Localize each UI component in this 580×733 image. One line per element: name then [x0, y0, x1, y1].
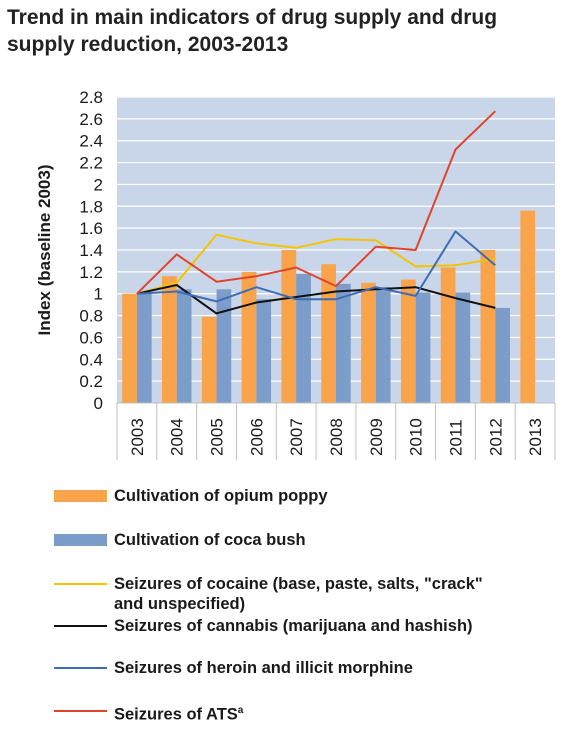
y-axis-title: Index (baseline 2003): [35, 164, 54, 335]
bar-coca-bush: [296, 274, 311, 403]
legend-label-cannabis: Seizures of cannabis (marijuana and hash…: [114, 617, 473, 635]
x-tick-label: 2012: [486, 418, 505, 456]
chart-title: Trend in main indicators of drug supply …: [7, 6, 498, 56]
y-tick-label: 1.8: [79, 197, 103, 216]
legend-label-heroin: Seizures of heroin and illicit morphine: [114, 659, 413, 677]
x-tick-label: 2009: [367, 418, 386, 456]
x-tick-label: 2006: [247, 418, 266, 456]
y-tick-label: 0: [94, 394, 103, 413]
line-cannabis: [136, 284, 496, 315]
bar-opium-poppy: [361, 282, 376, 403]
legend-label-coca-bush: Cultivation of coca bush: [114, 531, 306, 549]
bar-opium-poppy: [161, 276, 177, 403]
legend-swatch-cocaine: [54, 583, 107, 585]
bar-coca-bush: [256, 299, 272, 403]
legend-label-cocaine-line2: and unspecified): [114, 595, 246, 613]
line-ats: [136, 110, 496, 295]
y-tick-label: 2.2: [79, 154, 103, 173]
x-tick-label: 2005: [208, 418, 227, 456]
bar-coca-bush: [375, 287, 391, 403]
legend-swatch-cannabis: [54, 625, 107, 627]
line-heroin: [136, 230, 496, 303]
bar-coca-bush: [136, 293, 152, 403]
bar-coca-bush: [216, 289, 232, 403]
y-tick-label: 0.4: [79, 350, 103, 369]
bar-opium-poppy: [440, 267, 456, 403]
y-tick-label: 0.8: [79, 307, 103, 326]
y-tick-label: 1.6: [79, 219, 103, 238]
y-tick-label: 1.2: [79, 263, 103, 282]
legend-swatch-coca-bush: [54, 534, 107, 546]
y-tick-label: 1: [94, 285, 103, 304]
bar-opium-poppy: [201, 316, 217, 403]
y-tick-label: 0.6: [79, 328, 103, 347]
legend-swatch-ats: [54, 710, 107, 712]
y-tick-label: 1.4: [79, 241, 103, 260]
bar-coca-bush: [495, 307, 511, 403]
bar-opium-poppy: [281, 250, 297, 403]
plot-layer: 0 0.2 0.4 0.6 0.8 1 1.2 1.4 1.6 1.8 2 2.2 2.4 2.6 2.8 2…: [79, 88, 556, 460]
legend-label-ats: Seizures of ATSa: [114, 705, 244, 724]
bar-coca-bush: [176, 289, 192, 403]
x-tick-label: 2011: [447, 419, 466, 456]
x-tick-label: 2013: [526, 418, 545, 456]
bar-coca-bush: [415, 292, 431, 403]
legend-label-cocaine: Seizures of cocaine (base, paste, salts,…: [114, 575, 483, 593]
y-tick-label: 2.8: [79, 88, 103, 107]
bar-coca-bush: [336, 283, 351, 403]
x-tick-label: 2003: [128, 418, 147, 456]
legend-footnote-marker: a: [237, 705, 244, 716]
y-tick-label: 2: [94, 175, 103, 194]
legend-label-opium-poppy: Cultivation of opium poppy: [114, 487, 328, 505]
y-tick-label: 0.2: [79, 372, 103, 391]
bar-coca-bush: [455, 292, 471, 403]
legend-swatch-heroin: [54, 667, 107, 669]
x-tick-label: 2010: [407, 418, 426, 456]
x-tick-label: 2007: [287, 418, 306, 456]
x-tick-label: 2008: [327, 418, 346, 456]
x-tick-label: 2004: [168, 418, 187, 456]
chart-area: 0 0.2 0.4 0.6 0.8 1 1.2 1.4 1.6 1.8 2 2.2 2.4 2.6 2.8 2…: [35, 88, 556, 460]
bar-opium-poppy: [122, 293, 137, 403]
y-tick-label: 2.4: [79, 132, 103, 151]
bar-opium-poppy: [480, 250, 496, 403]
bar-opium-poppy: [520, 210, 536, 403]
bar-opium-poppy: [400, 279, 416, 403]
line-cocaine: [136, 233, 496, 295]
legend-swatch-opium-poppy: [54, 490, 107, 502]
y-tick-label: 2.6: [79, 110, 103, 129]
